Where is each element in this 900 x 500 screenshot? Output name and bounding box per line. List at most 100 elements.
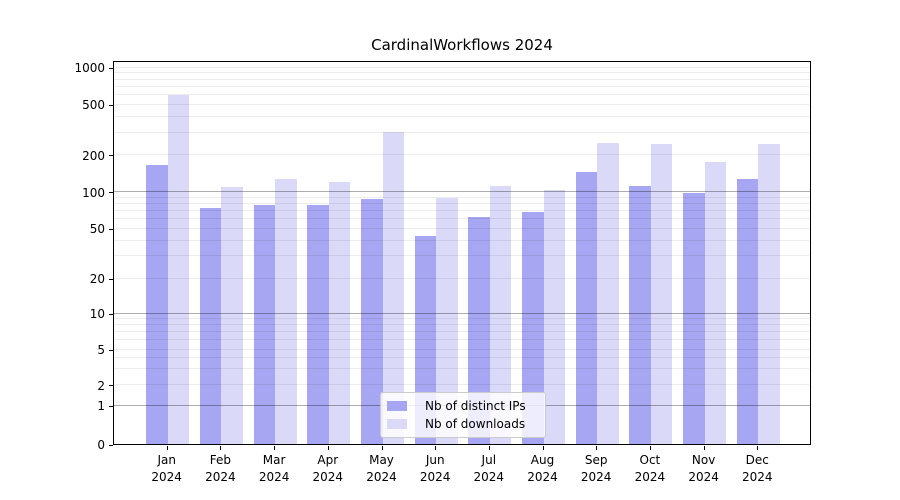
bar-downloads-nov	[704, 161, 727, 444]
bar-downloads-jan	[167, 94, 190, 444]
y-tick-mark	[109, 444, 113, 446]
x-tick-year: 2024	[580, 470, 612, 484]
x-tick-month: Aug	[530, 453, 555, 467]
x-tick-year: 2024	[473, 470, 505, 484]
x-tick-label-jul: Jul 2024	[459, 452, 519, 486]
x-tick-label-sep: Sep 2024	[566, 452, 626, 486]
x-tick-month: Oct	[639, 453, 661, 467]
gridline-minor	[114, 131, 810, 133]
x-tick-year: 2024	[527, 470, 558, 484]
x-tick-mark	[381, 446, 383, 450]
bar-distinct-ips-dec	[736, 178, 759, 444]
y-tick-label: 1	[97, 399, 105, 413]
bar-distinct-ips-jan	[146, 164, 168, 444]
gridline-minor	[114, 85, 810, 87]
bar-downloads-mar	[275, 178, 297, 444]
plot-area: Nb of distinct IPs Nb of downloads	[113, 61, 811, 445]
legend-label-downloads: Nb of downloads	[425, 417, 526, 431]
gridline-minor	[114, 116, 810, 118]
x-tick-mark	[220, 446, 222, 450]
x-tick-mark	[649, 446, 651, 450]
gridline-minor	[114, 202, 810, 204]
x-tick-mark	[757, 446, 759, 450]
y-tick-label: 50	[89, 222, 105, 236]
gridline-minor	[114, 255, 810, 257]
y-tick-mark	[109, 405, 113, 407]
bar-downloads-jun	[436, 197, 458, 444]
legend: Nb of distinct IPs Nb of downloads	[380, 392, 546, 438]
bar-distinct-ips-may	[361, 199, 383, 444]
bar-downloads-jul	[489, 186, 512, 444]
bar-downloads-oct	[650, 143, 673, 444]
legend-swatch-distinct-ips	[387, 401, 407, 411]
gridline-minor	[114, 66, 810, 68]
y-tick-label: 200	[82, 148, 105, 163]
gridline-minor	[114, 239, 810, 241]
x-tick-year: 2024	[258, 470, 290, 484]
x-tick-month: Dec	[745, 453, 769, 467]
x-tick-year: 2024	[151, 470, 182, 484]
x-tick-label-apr: Apr 2024	[298, 452, 358, 486]
y-tick-mark	[109, 385, 113, 386]
y-tick-label: 2	[97, 378, 105, 393]
x-tick-label-dec: Dec 2024	[727, 452, 787, 486]
y-tick-label: 100	[82, 185, 105, 200]
y-tick-mark	[109, 67, 113, 69]
y-tick-label: 20	[89, 272, 105, 286]
gridline-minor	[114, 331, 810, 332]
x-tick-label-oct: Oct 2024	[620, 452, 680, 486]
x-tick-mark	[703, 446, 705, 450]
y-tick-label: 500	[82, 98, 105, 113]
x-tick-mark	[327, 446, 329, 450]
bar-distinct-ips-aug	[522, 211, 544, 444]
bar-distinct-ips-oct	[629, 185, 651, 444]
x-tick-month: Jun	[425, 453, 445, 467]
x-tick-month: Jan	[157, 453, 176, 467]
y-tick-mark	[109, 228, 113, 230]
gridline-minor	[114, 154, 810, 156]
bar-downloads-apr	[328, 181, 351, 444]
x-tick-mark	[596, 446, 598, 450]
bar-distinct-ips-feb	[199, 208, 222, 444]
x-tick-mark	[542, 446, 544, 450]
gridline-minor	[114, 209, 810, 211]
y-tick-label: 0	[97, 438, 105, 452]
plot-canvas	[114, 62, 810, 444]
gridline-minor	[114, 318, 810, 319]
bar-distinct-ips-apr	[307, 205, 329, 444]
x-tick-year: 2024	[312, 470, 344, 484]
x-tick-label-jan: Jan 2024	[137, 452, 197, 486]
x-tick-label-aug: Aug 2024	[513, 452, 573, 486]
x-tick-label-may: May 2024	[352, 452, 412, 486]
bar-downloads-feb	[221, 187, 243, 444]
y-tick-mark	[109, 313, 113, 315]
x-tick-year: 2024	[688, 470, 719, 484]
x-tick-label-feb: Feb 2024	[190, 452, 250, 486]
x-tick-mark	[488, 446, 490, 450]
x-tick-year: 2024	[742, 470, 773, 484]
y-tick-mark	[109, 278, 113, 280]
x-tick-year: 2024	[366, 470, 397, 484]
x-tick-month: Mar	[262, 453, 286, 467]
gridline-minor	[114, 277, 810, 279]
y-tick-mark	[109, 155, 113, 157]
x-tick-month: May	[369, 453, 394, 467]
gridline-minor	[114, 227, 810, 229]
gridline-major	[114, 312, 810, 314]
y-tick-mark	[109, 104, 113, 106]
x-tick-label-nov: Nov 2024	[674, 452, 734, 486]
x-tick-month: Apr	[317, 453, 339, 467]
x-tick-year: 2024	[205, 470, 236, 484]
legend-swatch-downloads	[387, 419, 407, 429]
bar-distinct-ips-mar	[253, 204, 276, 444]
gridline-minor	[114, 339, 810, 340]
y-tick-mark	[109, 192, 113, 193]
legend-item-downloads: Nb of downloads	[387, 415, 539, 433]
bar-distinct-ips-nov	[683, 193, 705, 444]
legend-label-distinct-ips: Nb of distinct IPs	[425, 399, 526, 413]
x-tick-month: Feb	[209, 453, 232, 467]
x-tick-month: Sep	[584, 453, 608, 467]
y-tick-label: 10	[89, 307, 105, 321]
gridline-minor	[114, 348, 810, 350]
y-tick-label: 5	[97, 343, 105, 357]
